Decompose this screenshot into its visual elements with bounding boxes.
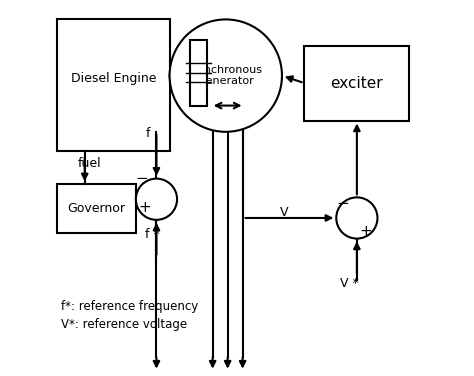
Text: exciter: exciter — [330, 76, 383, 91]
Text: +: + — [360, 224, 373, 239]
Bar — [57, 184, 136, 233]
Text: +: + — [139, 200, 152, 215]
Text: −: − — [336, 196, 349, 211]
Circle shape — [336, 197, 377, 239]
Text: V*: reference voltage: V*: reference voltage — [61, 318, 187, 331]
Circle shape — [136, 179, 177, 220]
Circle shape — [170, 20, 282, 132]
Text: Diesel Engine: Diesel Engine — [71, 72, 156, 85]
Text: f: f — [145, 127, 150, 140]
Text: Governor: Governor — [67, 202, 126, 215]
Bar — [57, 20, 170, 150]
Text: V *: V * — [340, 277, 359, 290]
Text: −: − — [135, 171, 148, 186]
Text: f*: reference frequency: f*: reference frequency — [61, 300, 198, 312]
Text: f *: f * — [145, 228, 160, 241]
Bar — [190, 40, 207, 106]
Text: Synchronous
Generator: Synchronous Generator — [190, 65, 262, 86]
Text: V: V — [280, 206, 288, 219]
Bar — [304, 45, 410, 121]
Text: fuel: fuel — [78, 157, 101, 170]
